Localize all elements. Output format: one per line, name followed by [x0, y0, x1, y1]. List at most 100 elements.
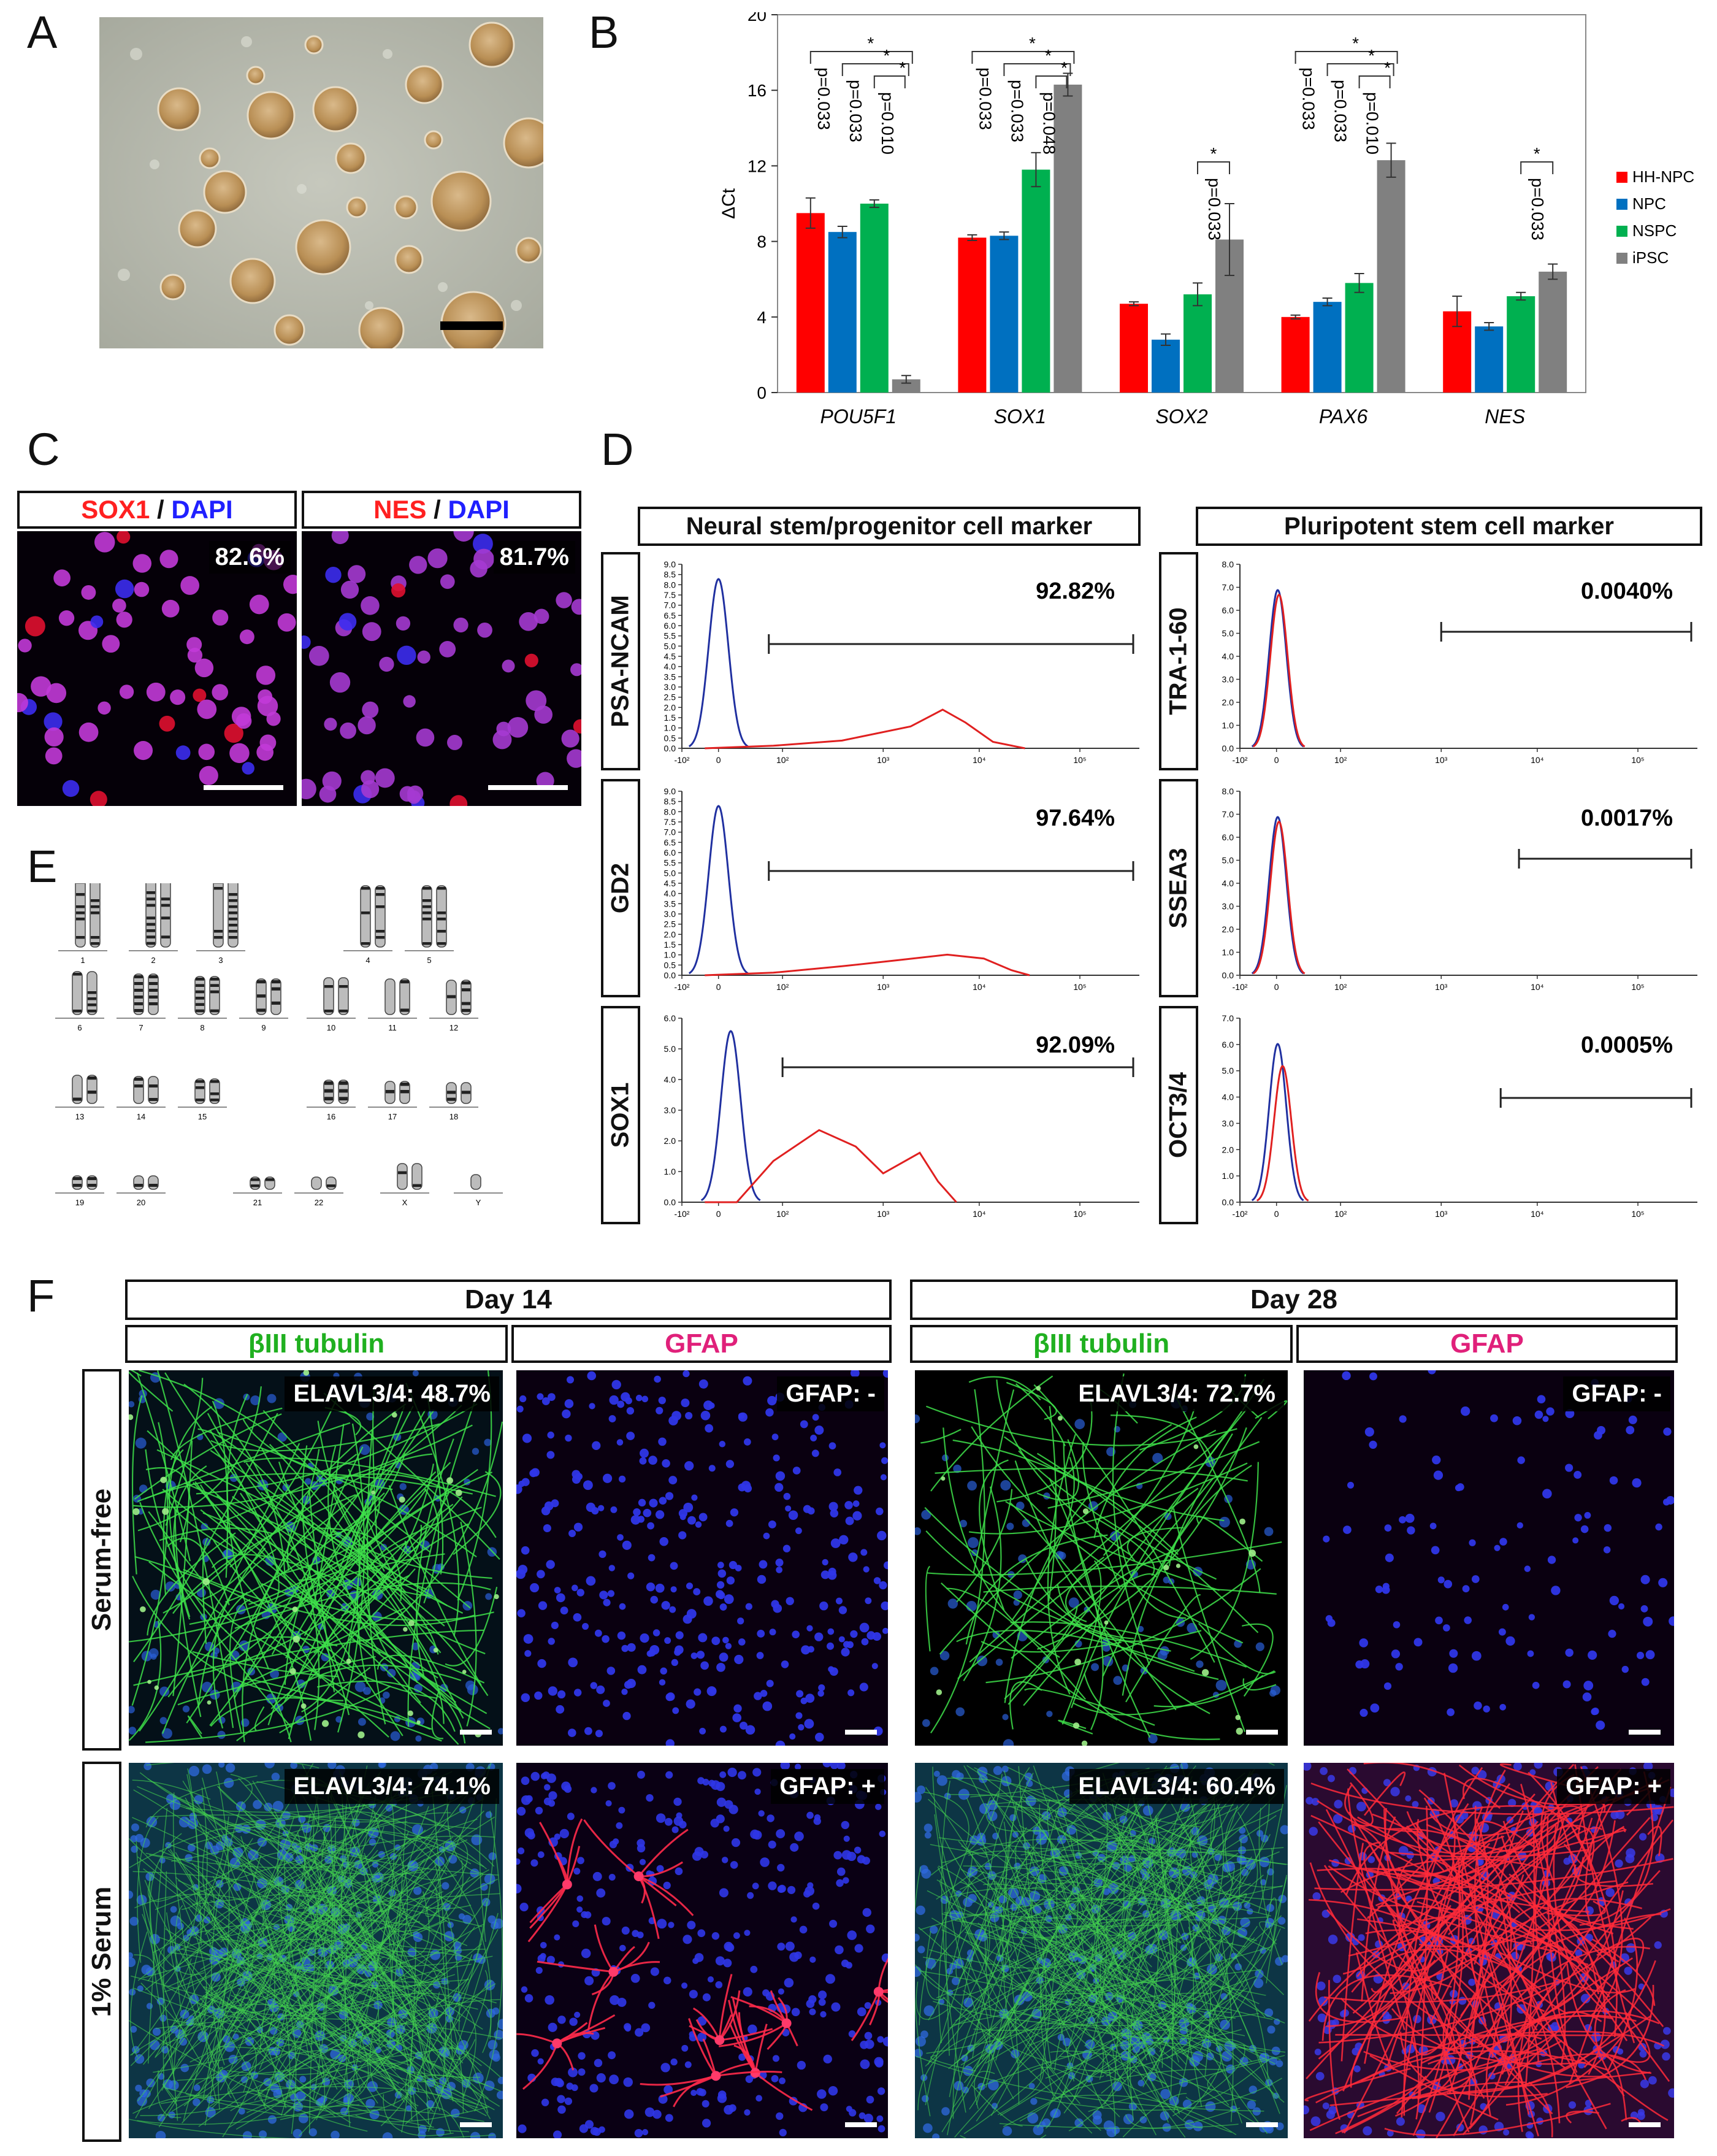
sphere-micrograph	[99, 17, 543, 348]
scale-bar	[1629, 2122, 1661, 2127]
scale-bar	[845, 1730, 877, 1735]
cell	[239, 629, 254, 645]
chromosome-label: 7	[139, 1023, 143, 1032]
chromosome	[145, 870, 156, 948]
y-tick-label: 6.0	[664, 848, 676, 857]
y-tick-label: 1.5	[664, 940, 676, 949]
flow-marker-label: GD2	[601, 779, 640, 997]
bar-ipsc-nes	[1539, 271, 1567, 393]
cell	[533, 608, 549, 624]
cell	[567, 749, 581, 768]
chromosome	[470, 1174, 481, 1190]
chromosome	[446, 1082, 457, 1104]
cell	[571, 599, 581, 615]
sig-bracket	[1003, 63, 1071, 76]
chromosome	[270, 978, 281, 1015]
chromosome-label: 9	[261, 1023, 266, 1032]
chromosome	[461, 1082, 472, 1104]
sig-star: *	[1352, 34, 1359, 53]
cell	[477, 622, 492, 638]
cell	[46, 683, 67, 704]
isotype-curve	[688, 578, 749, 748]
flow-histogram: 0.0 0.5 1.0 1.5 2.0 2.5 3.0 3.5 4.0 4.5 5.0 5.5 6.0 6…	[644, 779, 1150, 1000]
bar-ipsc-pax6	[1377, 160, 1405, 393]
y-tick-label: 2.5	[664, 692, 676, 702]
flow-histogram-svg: 0.0 1.0 2.0 3.0 4.0 5.0 6.0 -10² 0 10² 10³ 10⁴ 10⁵ 92…	[664, 1013, 1139, 1219]
gfap-header-d14: GFAP	[511, 1325, 892, 1363]
bar-hh-npc-sox2	[1120, 304, 1148, 393]
y-tick-label: 0.0	[1222, 743, 1234, 753]
x-tick-label: -10²	[675, 982, 690, 992]
chromosome	[446, 980, 457, 1015]
cell	[397, 645, 416, 666]
flow-histogram: 0.0 1.0 2.0 3.0 4.0 5.0 6.0 7.0 -10² 0 10² 10³ 10⁴ 10…	[1202, 1006, 1708, 1227]
x-tick-label: 10⁵	[1073, 1209, 1086, 1219]
y-tick-label: 7.5	[664, 590, 676, 600]
p-value-label: p=0.033	[1299, 67, 1318, 130]
y-tick-label: 4.0	[664, 889, 676, 899]
y-tick-label: 5.0	[1222, 629, 1234, 639]
s-d28-tubulin-image: ELAVL3/4: 60.4%	[915, 1763, 1288, 2138]
cell	[198, 743, 215, 761]
p-value-label: p=0.033	[814, 67, 833, 130]
y-tick-label: 1.0	[664, 950, 676, 960]
sig-bracket	[1197, 161, 1230, 174]
y-tick-label: 0.5	[664, 733, 676, 743]
bar-nspc-sox1	[1022, 169, 1050, 393]
y-tick-label: 16	[748, 81, 767, 100]
legend-label: NPC	[1632, 194, 1666, 213]
chromosome	[133, 1175, 144, 1190]
x-tick-label: 10²	[776, 982, 789, 992]
y-tick-label: 6.0	[1222, 832, 1234, 842]
cell	[170, 689, 186, 705]
chromosome-label: 19	[75, 1198, 84, 1207]
deltact-bar-chart: 0 4 8 12 16 20 ΔCt POU5F1 SOX1 SOX2 PAX6 NES * p=0.03…	[675, 6, 1717, 429]
chromosome-label: 8	[200, 1023, 204, 1032]
cell	[159, 550, 178, 569]
sig-star: *	[1061, 58, 1068, 77]
chromosome	[323, 1080, 334, 1104]
cell	[331, 531, 349, 545]
category-label: SOX1	[994, 405, 1046, 428]
chromosome-label: 20	[137, 1198, 145, 1207]
panel-label-a: A	[27, 7, 58, 58]
x-tick-label: 0	[1274, 755, 1279, 765]
x-tick-label: 10²	[1334, 755, 1347, 765]
y-tick-label: 5.0	[1222, 856, 1234, 865]
cell	[193, 688, 207, 702]
chromosome	[148, 1175, 159, 1190]
chromosome	[256, 978, 267, 1015]
x-tick-label: 10⁵	[1631, 755, 1644, 765]
flow-marker-label: SSEA3	[1159, 779, 1198, 997]
chromosome	[213, 879, 224, 948]
legend-swatch	[1616, 226, 1627, 237]
gfap-tag: GFAP: +	[1557, 1769, 1670, 1804]
cell	[18, 639, 32, 653]
nes-dapi-cells	[302, 531, 581, 806]
y-tick-label: 1.0	[1222, 721, 1234, 731]
y-tick-label: 3.5	[664, 899, 676, 908]
chromosome	[72, 971, 83, 1015]
plot-frame	[777, 14, 1586, 393]
cell	[256, 666, 276, 685]
cell	[329, 672, 351, 693]
bar-nspc-pax6	[1345, 283, 1374, 393]
sep-label-2: /	[426, 495, 448, 524]
bar-npc-pax6	[1313, 302, 1342, 393]
cell	[309, 645, 329, 666]
cell	[90, 615, 104, 629]
y-tick-label: 4.0	[664, 1075, 676, 1084]
y-tick-label: 2.0	[1222, 1145, 1234, 1154]
y-tick-label: 4.0	[1222, 878, 1234, 888]
panel-label-d: D	[601, 424, 634, 475]
cell	[81, 585, 96, 600]
sig-star: *	[1210, 144, 1217, 163]
isotype-curve	[1251, 589, 1304, 748]
x-tick-label: 10⁵	[1073, 982, 1086, 992]
cell	[159, 715, 175, 732]
bar-nspc-sox2	[1184, 294, 1212, 393]
flow-histogram-svg: 0.0 1.0 2.0 3.0 4.0 5.0 6.0 7.0 -10² 0 10² 10³ 10⁴ 10…	[1222, 1013, 1697, 1219]
bar-hh-npc-pou5f1	[796, 213, 825, 393]
sig-bracket	[1520, 161, 1554, 174]
cell	[473, 548, 494, 570]
